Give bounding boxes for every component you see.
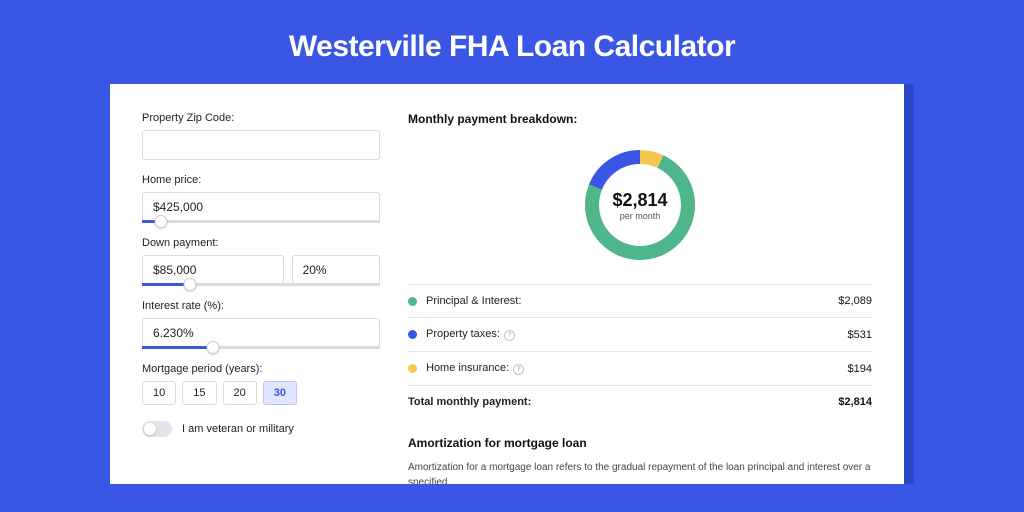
donut-amount: $2,814 — [612, 190, 667, 211]
interest-rate-input[interactable] — [142, 318, 380, 348]
slider-thumb[interactable] — [155, 215, 168, 228]
donut-chart: $2,814 per month — [579, 144, 701, 266]
hero: Westerville FHA Loan Calculator — [0, 0, 1024, 84]
home-price-label: Home price: — [142, 174, 380, 186]
amortization-text: Amortization for a mortgage loan refers … — [408, 460, 872, 484]
info-icon[interactable]: ? — [504, 330, 515, 341]
breakdown-value: $531 — [848, 329, 872, 341]
veteran-label: I am veteran or military — [182, 423, 294, 435]
interest-rate-label: Interest rate (%): — [142, 300, 380, 312]
period-button-20[interactable]: 20 — [223, 381, 257, 405]
interest-rate-field: Interest rate (%): — [142, 300, 380, 349]
breakdown-total-label: Total monthly payment: — [408, 396, 838, 408]
donut-sub: per month — [620, 211, 661, 221]
calculator-card: Property Zip Code: Home price: Down paym… — [110, 84, 904, 484]
interest-rate-slider[interactable] — [142, 346, 380, 349]
mortgage-period-label: Mortgage period (years): — [142, 363, 380, 375]
down-payment-slider[interactable] — [142, 283, 380, 286]
mortgage-period-field: Mortgage period (years): 1015 2030 — [142, 363, 380, 405]
period-button-30[interactable]: 30 — [263, 381, 297, 405]
breakdown-title: Monthly payment breakdown: — [408, 112, 872, 126]
page-title: Westerville FHA Loan Calculator — [0, 30, 1024, 64]
donut-chart-wrap: $2,814 per month — [408, 138, 872, 284]
period-button-10[interactable]: 10 — [142, 381, 176, 405]
breakdown-row-taxes: Property taxes:?$531 — [408, 318, 872, 352]
down-payment-pct-input[interactable] — [292, 255, 380, 285]
zip-label: Property Zip Code: — [142, 112, 380, 124]
breakdown-list: Principal & Interest:$2,089Property taxe… — [408, 284, 872, 418]
breakdown-label: Home insurance:? — [426, 362, 848, 375]
amortization-title: Amortization for mortgage loan — [408, 436, 872, 450]
down-payment-label: Down payment: — [142, 237, 380, 249]
home-price-input[interactable] — [142, 192, 380, 222]
home-price-field: Home price: — [142, 174, 380, 223]
zip-field: Property Zip Code: — [142, 112, 380, 160]
slider-thumb[interactable] — [207, 341, 220, 354]
veteran-row: I am veteran or military — [142, 421, 380, 437]
breakdown-value: $2,089 — [838, 295, 872, 307]
home-price-slider[interactable] — [142, 220, 380, 223]
info-icon[interactable]: ? — [513, 364, 524, 375]
legend-dot — [408, 297, 417, 306]
legend-dot — [408, 330, 417, 339]
breakdown-row-total: Total monthly payment:$2,814 — [408, 386, 872, 418]
card-backdrop: Property Zip Code: Home price: Down paym… — [110, 84, 914, 484]
down-payment-field: Down payment: — [142, 237, 380, 286]
breakdown-row-insurance: Home insurance:?$194 — [408, 352, 872, 386]
breakdown-row-principal: Principal & Interest:$2,089 — [408, 285, 872, 318]
down-payment-input[interactable] — [142, 255, 284, 285]
legend-dot — [408, 364, 417, 373]
veteran-toggle[interactable] — [142, 421, 172, 437]
breakdown-label: Property taxes:? — [426, 328, 848, 341]
breakdown-total-value: $2,814 — [838, 396, 872, 408]
slider-thumb[interactable] — [183, 278, 196, 291]
breakdown-panel: Monthly payment breakdown: $2,814 per mo… — [408, 112, 872, 484]
donut-center: $2,814 per month — [579, 144, 701, 266]
zip-input[interactable] — [142, 130, 380, 160]
amortization-section: Amortization for mortgage loan Amortizat… — [408, 436, 872, 484]
breakdown-value: $194 — [848, 363, 872, 375]
period-button-15[interactable]: 15 — [182, 381, 216, 405]
breakdown-label: Principal & Interest: — [426, 295, 838, 307]
form-panel: Property Zip Code: Home price: Down paym… — [142, 112, 380, 484]
